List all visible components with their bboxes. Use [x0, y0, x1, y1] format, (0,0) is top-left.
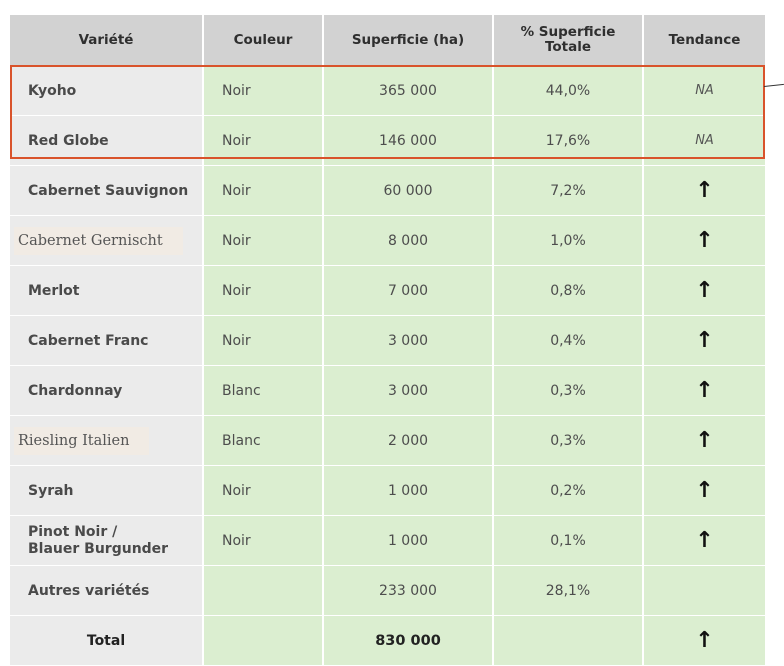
variety-color: Noir — [204, 66, 324, 115]
variety-pct: 0,2% — [494, 466, 644, 515]
variety-pct: 0,4% — [494, 316, 644, 365]
table-row: Autres variétés 233 000 28,1% — [10, 566, 765, 616]
trend-up-arrow-icon: ↑ — [695, 377, 714, 403]
variety-trend: ↑ — [644, 516, 765, 565]
variety-name: Red Globe — [10, 116, 204, 165]
variety-trend: ↑ — [644, 216, 765, 265]
variety-trend: ↑ — [644, 266, 765, 315]
trend-up-arrow-icon: ↑ — [695, 177, 714, 203]
variety-name: Merlot — [10, 266, 204, 315]
variety-pct: 0,8% — [494, 266, 644, 315]
total-trend: ↑ — [644, 616, 765, 665]
variety-color: Noir — [204, 166, 324, 215]
variety-name: Autres variétés — [10, 566, 204, 615]
header-pct-superficie: % Superficie Totale — [494, 15, 644, 65]
variety-name-cell: Cabernet Gernischt — [10, 216, 204, 265]
trend-up-arrow-icon: ↑ — [695, 627, 714, 653]
table-row: Kyoho Noir 365 000 44,0% NA — [10, 66, 765, 116]
variety-area: 7 000 — [324, 266, 494, 315]
variety-trend: NA — [644, 116, 765, 165]
variety-area: 3 000 — [324, 366, 494, 415]
table-header-row: Variété Couleur Superficie (ha) % Superf… — [10, 15, 765, 66]
variety-pct: 17,6% — [494, 116, 644, 165]
variety-color: Noir — [204, 216, 324, 265]
header-tendance: Tendance — [644, 15, 765, 65]
variety-pct: 0,3% — [494, 416, 644, 465]
variety-color — [204, 566, 324, 615]
trend-na: NA — [695, 83, 714, 98]
variety-color: Noir — [204, 266, 324, 315]
header-superficie: Superficie (ha) — [324, 15, 494, 65]
trend-up-arrow-icon: ↑ — [695, 477, 714, 503]
table-row: Cabernet Gernischt Noir 8 000 1,0% ↑ — [10, 216, 765, 266]
variety-color: Noir — [204, 516, 324, 565]
total-pct — [494, 616, 644, 665]
variety-trend: ↑ — [644, 316, 765, 365]
variety-color: Blanc — [204, 416, 324, 465]
variety-name: Cabernet Sauvignon — [10, 166, 204, 215]
total-row: Total 830 000 ↑ — [10, 616, 765, 666]
variety-name: Cabernet Franc — [10, 316, 204, 365]
variety-color: Noir — [204, 466, 324, 515]
total-label: Total — [10, 616, 204, 665]
table-row: Syrah Noir 1 000 0,2% ↑ — [10, 466, 765, 516]
trend-up-arrow-icon: ↑ — [695, 327, 714, 353]
table-row: Red Globe Noir 146 000 17,6% NA — [10, 116, 765, 166]
variety-area: 365 000 — [324, 66, 494, 115]
trend-na: NA — [695, 133, 714, 148]
header-couleur: Couleur — [204, 15, 324, 65]
variety-area: 2 000 — [324, 416, 494, 465]
trend-up-arrow-icon: ↑ — [695, 527, 714, 553]
variety-pct: 1,0% — [494, 216, 644, 265]
trend-up-arrow-icon: ↑ — [695, 277, 714, 303]
variety-name-line2: Blauer Burgunder — [28, 540, 169, 557]
variety-color: Noir — [204, 116, 324, 165]
table-row: Riesling Italien Blanc 2 000 0,3% ↑ — [10, 416, 765, 466]
variety-pct: 7,2% — [494, 166, 644, 215]
variety-name: Riesling Italien — [14, 426, 150, 455]
table-row: Chardonnay Blanc 3 000 0,3% ↑ — [10, 366, 765, 416]
table-row: Cabernet Franc Noir 3 000 0,4% ↑ — [10, 316, 765, 366]
variety-pct: 28,1% — [494, 566, 644, 615]
annotation-connector-line — [763, 83, 784, 87]
variety-trend: ↑ — [644, 466, 765, 515]
header-variete: Variété — [10, 15, 204, 65]
variety-area: 1 000 — [324, 516, 494, 565]
variety-trend: ↑ — [644, 366, 765, 415]
variety-pct: 44,0% — [494, 66, 644, 115]
trend-up-arrow-icon: ↑ — [695, 427, 714, 453]
variety-trend — [644, 566, 765, 615]
total-area: 830 000 — [324, 616, 494, 665]
variety-pct: 0,3% — [494, 366, 644, 415]
table-row: Pinot Noir / Blauer Burgunder Noir 1 000… — [10, 516, 765, 566]
variety-name: Chardonnay — [10, 366, 204, 415]
variety-trend: NA — [644, 66, 765, 115]
table-row: Merlot Noir 7 000 0,8% ↑ — [10, 266, 765, 316]
variety-name-line1: Pinot Noir / — [28, 523, 118, 540]
variety-area: 233 000 — [324, 566, 494, 615]
variety-name: Syrah — [10, 466, 204, 515]
total-color — [204, 616, 324, 665]
header-pct-label: % Superficie Totale — [520, 24, 616, 55]
grape-variety-table: Variété Couleur Superficie (ha) % Superf… — [10, 15, 765, 666]
variety-area: 60 000 — [324, 166, 494, 215]
table-row: Cabernet Sauvignon Noir 60 000 7,2% ↑ — [10, 166, 765, 216]
variety-name: Cabernet Gernischt — [14, 226, 183, 255]
variety-area: 146 000 — [324, 116, 494, 165]
trend-up-arrow-icon: ↑ — [695, 227, 714, 253]
variety-name: Kyoho — [10, 66, 204, 115]
variety-color: Blanc — [204, 366, 324, 415]
variety-trend: ↑ — [644, 166, 765, 215]
variety-area: 1 000 — [324, 466, 494, 515]
variety-name-cell: Pinot Noir / Blauer Burgunder — [10, 516, 204, 565]
variety-trend: ↑ — [644, 416, 765, 465]
variety-pct: 0,1% — [494, 516, 644, 565]
variety-area: 3 000 — [324, 316, 494, 365]
variety-name-cell: Riesling Italien — [10, 416, 204, 465]
variety-area: 8 000 — [324, 216, 494, 265]
variety-color: Noir — [204, 316, 324, 365]
